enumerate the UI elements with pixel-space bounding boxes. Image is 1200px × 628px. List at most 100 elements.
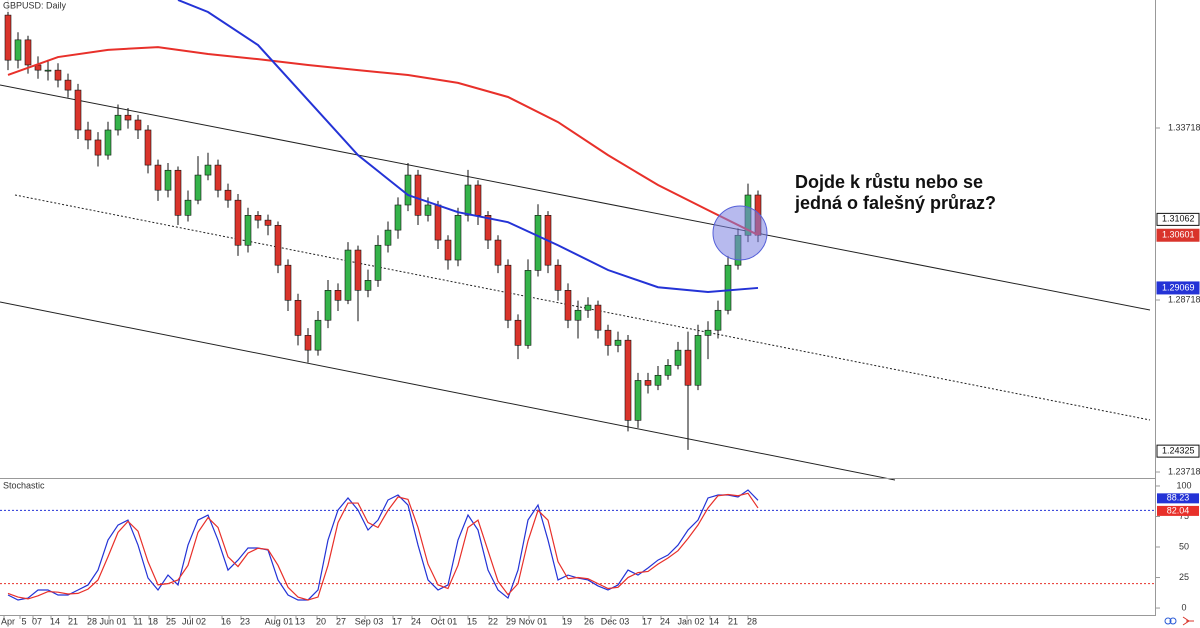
x-tick-label: 26 xyxy=(584,616,594,626)
stochastic-line xyxy=(7,492,759,601)
x-tick-label: 13 xyxy=(295,616,305,626)
candle-body xyxy=(704,329,712,336)
candle-body xyxy=(514,319,522,346)
candle-body xyxy=(74,89,82,131)
candle-body xyxy=(244,215,252,246)
candle-body xyxy=(494,239,502,266)
x-tick-label: 28 xyxy=(747,616,757,626)
candle-body xyxy=(654,374,662,386)
x-tick-label: 22 xyxy=(488,616,498,626)
candle-body xyxy=(94,139,102,156)
x-tick-label: 17 xyxy=(642,616,652,626)
candle-body xyxy=(424,204,432,216)
candle-body xyxy=(444,239,452,261)
candle-body xyxy=(594,304,602,331)
candle-body xyxy=(174,169,182,216)
icon[interactable] xyxy=(1169,617,1177,625)
price-tag-label: 1.30601 xyxy=(1162,230,1195,240)
x-tick-label: 15 xyxy=(467,616,477,626)
moving-average xyxy=(177,0,759,294)
candle-body xyxy=(404,174,412,206)
x-tick-label: 29 xyxy=(506,616,516,626)
candle-body xyxy=(294,299,302,336)
candle-body xyxy=(414,174,422,216)
candle-body xyxy=(154,164,162,191)
y-tick-label: 1.28718 xyxy=(1168,294,1200,304)
value-tag xyxy=(1157,493,1199,504)
candle-body xyxy=(394,204,402,231)
candle-body xyxy=(114,114,122,131)
candle-body xyxy=(264,219,272,226)
x-tick-label: 27 xyxy=(336,616,346,626)
candle-body xyxy=(134,119,142,131)
candle-body xyxy=(574,309,582,321)
x-tick-label: 07 xyxy=(32,616,42,626)
candle-body xyxy=(14,39,22,61)
candle-body xyxy=(664,365,672,376)
x-tick-label: 11 xyxy=(133,616,142,626)
candle-body xyxy=(504,264,512,321)
candle-body xyxy=(454,215,462,261)
candle-body xyxy=(354,249,362,291)
price-tag xyxy=(1156,281,1200,295)
candle-body xyxy=(144,129,152,166)
candle-body xyxy=(44,69,52,72)
y-tick-label: 0 xyxy=(1181,602,1186,612)
x-tick-label: 14 xyxy=(50,616,60,626)
candle-body xyxy=(24,39,32,66)
candle-body xyxy=(534,215,542,271)
highlight-circle xyxy=(712,205,768,261)
x-tick-label: 14 xyxy=(709,616,719,626)
x-tick-label: 24 xyxy=(411,616,421,626)
icon[interactable] xyxy=(1164,617,1172,625)
price-tag-label: 1.29069 xyxy=(1162,282,1195,292)
x-tick-label: Dec 03 xyxy=(601,616,630,626)
x-tick-label: 28 xyxy=(87,616,97,626)
price-tag xyxy=(1156,444,1200,458)
value-tag-label: 82.04 xyxy=(1167,505,1190,515)
candle-body xyxy=(674,349,682,366)
candle-body xyxy=(164,169,172,191)
value-tag xyxy=(1157,505,1199,516)
candle-body xyxy=(204,164,212,176)
candle-body xyxy=(474,184,482,216)
candle-body xyxy=(4,14,12,61)
candle-body xyxy=(374,244,382,281)
candle-body xyxy=(364,280,372,291)
price-tag xyxy=(1156,212,1200,226)
candle-body xyxy=(694,335,702,386)
toolbar-icons[interactable] xyxy=(1164,616,1194,626)
candle-body xyxy=(184,199,192,216)
title-bg xyxy=(0,0,60,12)
candle-body xyxy=(624,339,632,421)
candle-body xyxy=(334,290,342,301)
x-tick-label: Aug 01 xyxy=(265,616,294,626)
x-tick-label: Jun 01 xyxy=(99,616,126,626)
candle-body xyxy=(214,164,222,191)
candle-body xyxy=(524,270,532,346)
x-tick-label: 17 xyxy=(392,616,402,626)
x-tick-label: Nov 01 xyxy=(519,616,548,626)
x-tick-label: 20 xyxy=(316,616,326,626)
y-tick-label: 25 xyxy=(1179,572,1189,582)
price-tag xyxy=(1156,228,1200,242)
candle-body xyxy=(634,380,642,421)
chart-title: GBPUSD: Daily xyxy=(3,0,67,10)
candle-body xyxy=(684,349,692,386)
y-tick-label: 100 xyxy=(1176,480,1191,490)
x-tick-label: Jan 02 xyxy=(677,616,704,626)
price-tag-label: 1.24325 xyxy=(1162,446,1195,456)
candle-body xyxy=(224,189,232,201)
icon[interactable] xyxy=(1182,616,1194,626)
annotation: Dojde k růstu nebo se xyxy=(795,172,983,192)
channel-mid xyxy=(14,194,1151,421)
candle-body xyxy=(194,174,202,201)
candle-body xyxy=(304,335,312,351)
stochastic-line xyxy=(7,489,759,601)
candle-body xyxy=(314,319,322,351)
y-tick-label: 1.33718 xyxy=(1168,122,1200,132)
candle-body xyxy=(604,329,612,346)
x-tick-label: 25 xyxy=(166,616,176,626)
x-tick-label: 24 xyxy=(660,616,670,626)
